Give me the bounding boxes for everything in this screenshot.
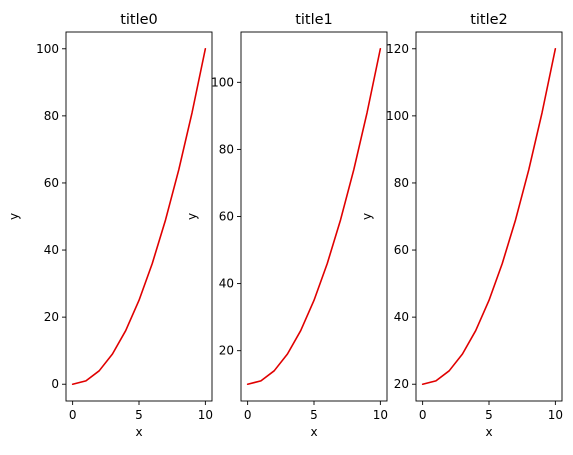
x-tick-label-0-10: 10: [198, 408, 213, 422]
y-tick-label-0-20: 20: [44, 310, 59, 324]
y-tick-label-1-100: 100: [211, 75, 234, 89]
subplot-title-1: title1: [295, 12, 333, 28]
axes-frame-2: [415, 31, 563, 402]
y-tick-label-2-120: 120: [386, 42, 409, 56]
y-tick-label-0-0: 0: [51, 377, 59, 391]
x-tick-label-1-10: 10: [373, 408, 388, 422]
x-tick-label-2-10: 10: [548, 408, 563, 422]
y-tick-label-1-80: 80: [219, 142, 234, 156]
x-tick-label-1-0: 0: [244, 408, 252, 422]
subplot-2: 0 5 10 20 40 60 80 100 120 title2 x y: [360, 12, 563, 439]
y-tick-label-2-20: 20: [394, 377, 409, 391]
y-tick-label-1-60: 60: [219, 210, 234, 224]
y-tick-label-0-40: 40: [44, 243, 59, 257]
y-tick-label-0-80: 80: [44, 109, 59, 123]
y-tick-label-0-60: 60: [44, 176, 59, 190]
y-axis-label-1: y: [185, 213, 199, 220]
series-line-2-0: [421, 47, 557, 386]
subplot-title-2: title2: [470, 12, 508, 28]
x-tick-label-0-0: 0: [69, 408, 77, 422]
series-line-0-0: [71, 47, 207, 386]
y-axis-label-0: y: [7, 213, 21, 220]
x-tick-label-2-5: 5: [485, 408, 493, 422]
subplot-1: 0 5 10 20 40 60 80 100 title1 x y: [185, 12, 388, 439]
y-tick-label-0-100: 100: [36, 42, 59, 56]
x-tick-label-1-5: 5: [310, 408, 318, 422]
x-tick-label-0-5: 5: [135, 408, 143, 422]
y-tick-label-1-40: 40: [219, 277, 234, 291]
y-tick-label-2-60: 60: [394, 243, 409, 257]
subplot-title-0: title0: [120, 12, 158, 28]
x-axis-label-0: x: [135, 425, 142, 439]
series-line-1-0: [246, 47, 382, 386]
y-tick-label-2-80: 80: [394, 176, 409, 190]
y-tick-label-2-100: 100: [386, 109, 409, 123]
y-tick-label-1-20: 20: [219, 344, 234, 358]
x-axis-label-1: x: [310, 425, 317, 439]
y-tick-label-2-40: 40: [394, 310, 409, 324]
x-tick-label-2-0: 0: [419, 408, 427, 422]
y-axis-label-2: y: [360, 213, 374, 220]
x-axis-label-2: x: [485, 425, 492, 439]
